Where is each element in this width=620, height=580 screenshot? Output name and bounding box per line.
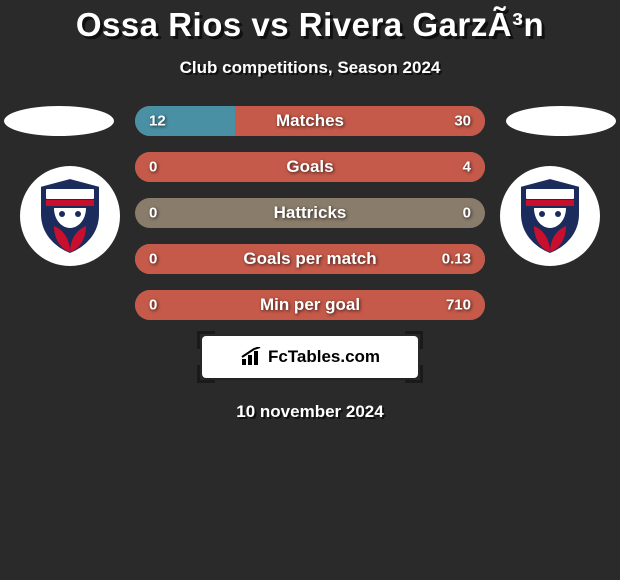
shield-icon [34, 176, 106, 256]
flag-right [506, 106, 616, 136]
shield-icon [514, 176, 586, 256]
corner-decoration [197, 331, 215, 349]
bar-chart-icon [240, 347, 264, 367]
stat-label: Hattricks [274, 203, 347, 223]
club-logo-right [500, 166, 600, 266]
stat-value-right: 4 [463, 159, 471, 176]
brand-box: FcTables.com [202, 336, 418, 378]
club-logo-left [20, 166, 120, 266]
brand-label: FcTables.com [268, 347, 380, 367]
bar-fill-right [235, 106, 485, 136]
stat-value-left: 0 [149, 297, 157, 314]
stat-bar: 12 30 Matches [135, 106, 485, 136]
flag-left [4, 106, 114, 136]
comparison-panel: 12 30 Matches 0 4 Goals 0 0 Hattricks 0 0.13 Goals … [0, 106, 620, 422]
stat-bar: 0 0 Hattricks [135, 198, 485, 228]
stat-value-left: 0 [149, 205, 157, 222]
subtitle: Club competitions, Season 2024 [0, 58, 620, 78]
stat-value-right: 710 [446, 297, 471, 314]
page-title: Ossa Rios vs Rivera GarzÃ³n [0, 0, 620, 44]
stat-label: Goals [286, 157, 333, 177]
date-line: 10 november 2024 [0, 402, 620, 422]
corner-decoration [405, 331, 423, 349]
corner-decoration [405, 365, 423, 383]
stat-bar: 0 4 Goals [135, 152, 485, 182]
stat-label: Matches [276, 111, 344, 131]
stat-bar: 0 0.13 Goals per match [135, 244, 485, 274]
stat-value-left: 0 [149, 251, 157, 268]
stat-bars: 12 30 Matches 0 4 Goals 0 0 Hattricks 0 0.13 Goals … [135, 106, 485, 320]
stat-value-right: 0.13 [442, 251, 471, 268]
stat-value-left: 12 [149, 113, 166, 130]
corner-decoration [197, 365, 215, 383]
stat-label: Min per goal [260, 295, 360, 315]
stat-bar: 0 710 Min per goal [135, 290, 485, 320]
stat-value-left: 0 [149, 159, 157, 176]
brand-inner: FcTables.com [240, 347, 380, 367]
stat-value-right: 0 [463, 205, 471, 222]
stat-value-right: 30 [454, 113, 471, 130]
stat-label: Goals per match [243, 249, 376, 269]
